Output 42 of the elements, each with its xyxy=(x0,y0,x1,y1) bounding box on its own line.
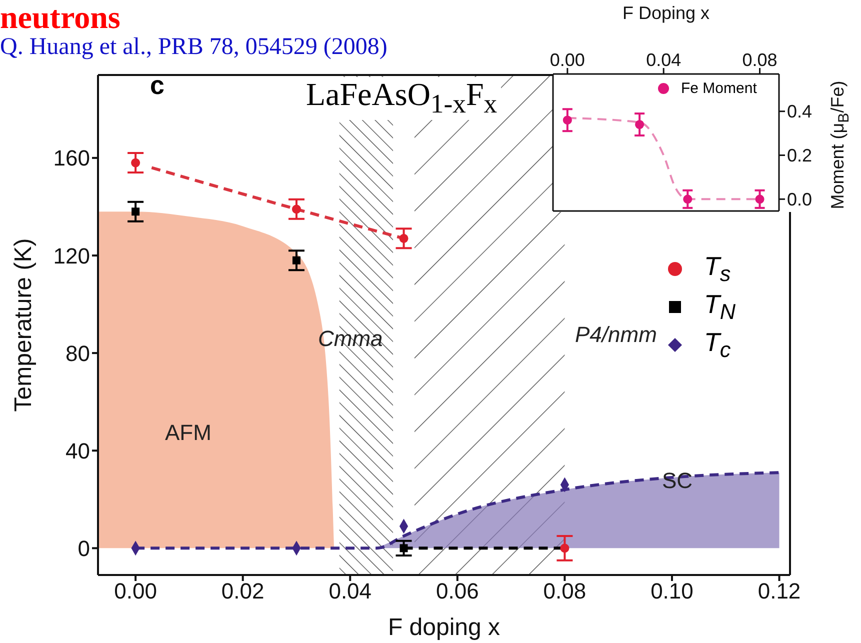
x-tick-label: 0.10 xyxy=(650,578,694,604)
text: Q. Huang et al., PRB 78, 054529 (2008) xyxy=(0,34,388,61)
y-tick-label: 0.0 xyxy=(787,190,812,210)
legend-label: Fe Moment xyxy=(681,80,757,96)
y-tick-label: 0.4 xyxy=(787,102,812,122)
y-tick-label: 0 xyxy=(78,536,90,561)
point xyxy=(683,194,692,204)
y-tick-label: 40 xyxy=(66,438,90,464)
x-tick-label: 0.08 xyxy=(543,578,586,604)
legend-label: T$_{N}$ xyxy=(704,288,736,326)
x-tick-label: 0.02 xyxy=(221,578,264,604)
point xyxy=(755,194,764,204)
annotation: P4/nmm xyxy=(575,322,657,348)
y-tick-label: 120 xyxy=(53,243,90,268)
x-tick-label: 0.12 xyxy=(758,578,801,604)
point xyxy=(292,256,300,264)
x-tick-label: 0.08 xyxy=(742,50,778,70)
chart-title: neutrons xyxy=(0,0,120,35)
annotation: AFM xyxy=(165,420,212,446)
x-tick-label: 0.04 xyxy=(328,578,372,604)
legend-label: T$_{s}$ xyxy=(704,250,731,288)
legend-label: T$_{c}$ xyxy=(704,326,731,364)
y-tick-label: 80 xyxy=(66,340,90,366)
x-axis-title: F Doping x xyxy=(622,2,710,23)
x-tick-label: 0.00 xyxy=(550,50,585,70)
x-tick-label: 0.06 xyxy=(436,578,479,604)
point xyxy=(132,208,140,216)
x-tick-label: 0.00 xyxy=(114,578,157,604)
point xyxy=(635,120,644,129)
y-tick-label: 160 xyxy=(53,146,90,171)
y-axis-title: Temperature (K) xyxy=(10,238,38,412)
annotation: LaFeAsO$_{1-x}$F$_{x}$ xyxy=(302,76,502,120)
point xyxy=(131,158,140,168)
point xyxy=(562,116,572,125)
point xyxy=(399,234,408,243)
point xyxy=(560,544,570,553)
x-axis-title: F doping x xyxy=(388,614,500,641)
annotation: c xyxy=(150,70,164,101)
x-tick-label: 0.04 xyxy=(646,50,682,70)
point xyxy=(400,544,408,552)
point xyxy=(292,204,301,214)
y-tick-label: 0.2 xyxy=(787,146,812,166)
